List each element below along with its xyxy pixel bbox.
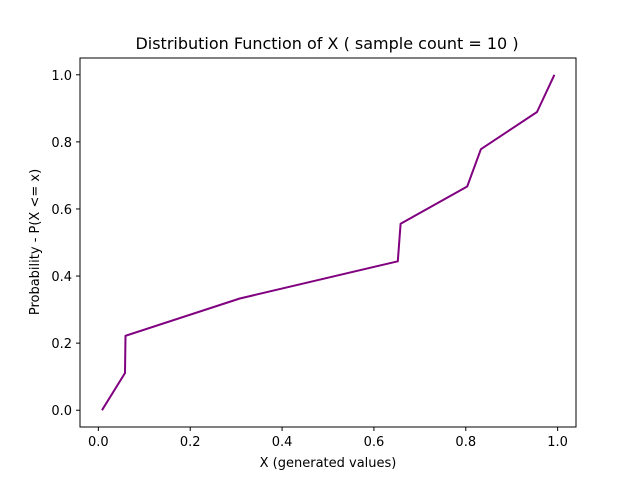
plot-layer xyxy=(101,74,556,411)
series-line xyxy=(101,74,556,411)
chart-title: Distribution Function of X ( sample coun… xyxy=(135,34,518,53)
plot-frame xyxy=(79,57,577,428)
y-tick-label: 1.0 xyxy=(51,69,72,84)
x-axis-label: X (generated values) xyxy=(260,456,397,471)
y-tick-label: 0.2 xyxy=(51,337,72,352)
x-axis: 0.0 0.2 0.4 0.6 0.8 1.0 xyxy=(88,427,568,450)
x-tick-label: 0.2 xyxy=(180,435,201,450)
x-tick-label: 1.0 xyxy=(547,435,568,450)
y-tick-label: 0.0 xyxy=(51,404,72,419)
y-axis-label: Probability - P(X <= x) xyxy=(28,169,43,315)
x-tick-label: 0.8 xyxy=(455,435,476,450)
x-tick-label: 0.6 xyxy=(364,435,385,450)
y-tick-label: 0.4 xyxy=(51,270,72,285)
y-tick-label: 0.8 xyxy=(51,136,72,151)
x-tick-label: 0.4 xyxy=(272,435,293,450)
y-tick-label: 0.6 xyxy=(51,203,72,218)
y-axis: 0.0 0.2 0.4 0.6 0.8 1.0 xyxy=(51,69,80,419)
x-tick-label: 0.0 xyxy=(88,435,109,450)
